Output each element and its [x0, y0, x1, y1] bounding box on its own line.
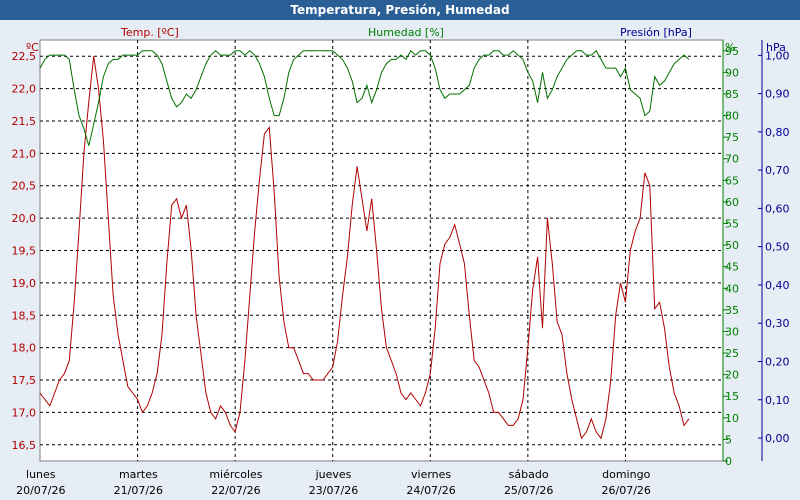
pressure-tick-label: 0,20: [765, 355, 790, 368]
pressure-tick-label: 0,50: [765, 241, 790, 254]
temp-tick-label: 18,0: [12, 342, 37, 355]
temp-tick-label: 22,5: [12, 50, 37, 63]
humidity-tick-label: 45: [725, 261, 739, 274]
day-date-label: 24/07/26: [406, 484, 455, 497]
pressure-axis-label: Presión [hPa]: [620, 26, 692, 39]
chart-title: Temperatura, Presión, Humedad: [290, 3, 510, 17]
day-name-label: viernes: [411, 468, 451, 481]
day-name-label: miércoles: [209, 468, 262, 481]
day-name-label: domingo: [602, 468, 650, 481]
day-date-label: 25/07/26: [504, 484, 553, 497]
humidity-tick-label: 50: [725, 239, 739, 252]
temp-tick-label: 22,0: [12, 83, 37, 96]
day-date-label: 22/07/26: [211, 484, 260, 497]
humidity-tick-label: 85: [725, 88, 739, 101]
temp-unit: ºC: [26, 41, 39, 54]
humidity-tick-label: 15: [725, 390, 739, 403]
humidity-tick-label: 35: [725, 304, 739, 317]
humidity-unit: %: [725, 41, 735, 54]
day-name-label: lunes: [26, 468, 56, 481]
pressure-unit: hPa: [766, 41, 786, 54]
day-date-label: 21/07/26: [114, 484, 163, 497]
pressure-tick-label: 0,90: [765, 88, 790, 101]
humidity-tick-label: 60: [725, 196, 739, 209]
humidity-tick-label: 40: [725, 282, 739, 295]
humidity-tick-label: 0: [725, 455, 732, 468]
temp-tick-label: 17,0: [12, 406, 37, 419]
day-date-label: 20/07/26: [16, 484, 65, 497]
humidity-tick-label: 30: [725, 325, 739, 338]
temp-tick-label: 21,0: [12, 147, 37, 160]
pressure-tick-label: 0,30: [765, 317, 790, 330]
humidity-tick-label: 20: [725, 369, 739, 382]
series-layer: [39, 50, 690, 440]
humidity-tick-label: 95: [725, 45, 739, 58]
title-bar: Temperatura, Presión, Humedad: [0, 0, 800, 20]
day-date-label: 26/07/26: [602, 484, 651, 497]
chart: 16,5 17,0 17,5 18,0 18,5 19,0 19,5 20,0 20,5 21,0…: [12, 26, 790, 497]
pressure-tick-label: 0,40: [765, 279, 790, 292]
pressure-tick-label: 0,10: [765, 394, 790, 407]
temperature-series-line: [39, 56, 690, 440]
temp-tick-label: 19,5: [12, 245, 37, 258]
humidity-series-line: [39, 50, 690, 146]
temp-tick-label: 19,0: [12, 277, 37, 290]
humidity-tick-label: 25: [725, 347, 739, 360]
day-date-label: 23/07/26: [309, 484, 358, 497]
temp-tick-label: 17,5: [12, 374, 37, 387]
temp-tick-label: 18,5: [12, 309, 37, 322]
temp-tick-label: 20,5: [12, 180, 37, 193]
temp-axis-label: Temp. [ºC]: [120, 26, 179, 39]
temp-tick-label: 21,5: [12, 115, 37, 128]
pressure-tick-label: 0,00: [765, 432, 790, 445]
pressure-tick-label: 0,60: [765, 202, 790, 215]
pressure-tick-label: 0,70: [765, 164, 790, 177]
grid: [40, 40, 723, 461]
humidity-tick-label: 75: [725, 131, 739, 144]
humidity-tick-label: 90: [725, 66, 739, 79]
temp-tick-label: 20,0: [12, 212, 37, 225]
day-name-label: jueves: [315, 468, 352, 481]
day-name-label: martes: [119, 468, 158, 481]
axes-layer: 16,5 17,0 17,5 18,0 18,5 19,0 19,5 20,0 20,5 21,0…: [12, 40, 790, 497]
humidity-tick-label: 55: [725, 218, 739, 231]
humidity-tick-label: 80: [725, 110, 739, 123]
pressure-tick-label: 1,00: [765, 49, 790, 62]
humidity-axis-label: Humedad [%]: [368, 26, 444, 39]
humidity-tick-label: 70: [725, 153, 739, 166]
day-name-label: sábado: [509, 468, 549, 481]
humidity-tick-label: 10: [725, 412, 739, 425]
temp-tick-label: 16,5: [12, 439, 37, 452]
humidity-tick-label: 5: [725, 433, 732, 446]
humidity-tick-label: 65: [725, 174, 739, 187]
pressure-tick-label: 0,80: [765, 126, 790, 139]
